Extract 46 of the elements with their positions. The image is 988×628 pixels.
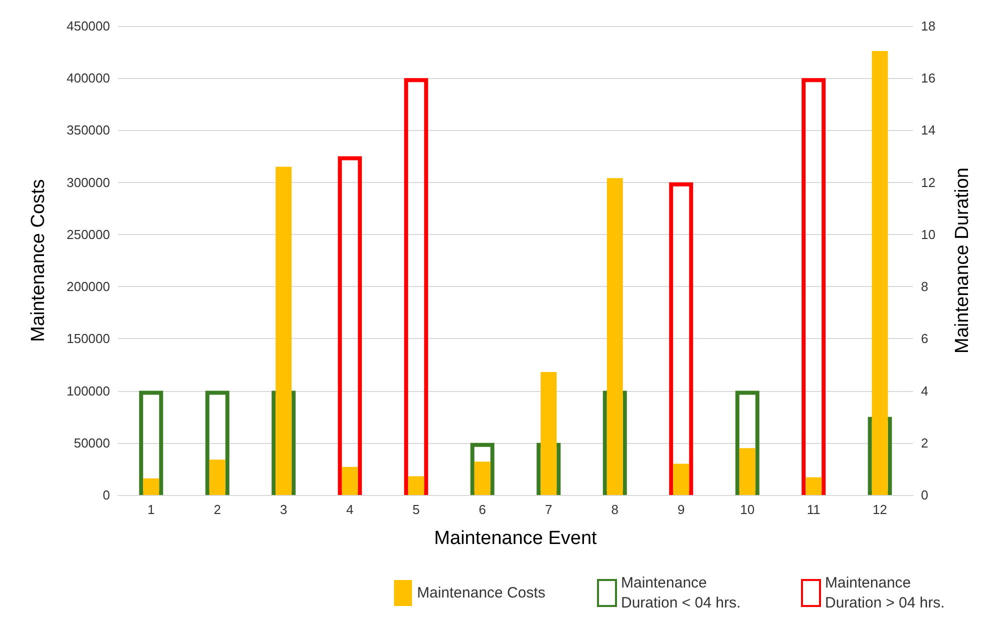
x-tick-label: 5	[412, 502, 420, 517]
y-tick-label: 0	[102, 488, 110, 502]
y-axis-title: Maintenance Costs	[28, 179, 49, 342]
x-tick-label: 6	[478, 502, 486, 517]
y-tick-label: 300000	[66, 174, 110, 190]
legend-label: Maintenance Duration < 04 hrs.	[621, 574, 741, 612]
legend-label: Maintenance Costs	[417, 584, 546, 602]
x-tick-label: 2	[214, 502, 221, 517]
x-tick-label: 4	[346, 502, 354, 517]
y-tick-label: 200000	[66, 279, 110, 294]
y-tick-label: 100000	[66, 383, 110, 398]
y-tick-label: 250000	[66, 226, 110, 242]
bar	[806, 477, 822, 495]
bar	[209, 460, 226, 495]
y2-tick-label: 4	[921, 383, 928, 398]
y-tick-label: 400000	[66, 70, 110, 86]
bar	[474, 462, 490, 495]
bar	[143, 478, 160, 495]
y2-tick-label: 12	[921, 174, 936, 190]
legend-label: Maintenance Duration > 04 hrs.	[825, 574, 945, 612]
bar	[342, 466, 358, 495]
x-tick-label: 8	[611, 502, 618, 517]
y-tick-label: 150000	[66, 331, 110, 346]
x-tick-label: 12	[872, 502, 888, 517]
bar	[408, 476, 424, 495]
x-tick-label: 9	[678, 502, 685, 517]
x-tick-label: 11	[806, 502, 820, 517]
y2-tick-label: 2	[921, 435, 928, 450]
x-tick-label: 10	[740, 502, 755, 517]
x-tick-label: 1	[148, 502, 155, 517]
bar	[739, 448, 756, 495]
y2-tick-label: 8	[921, 279, 928, 294]
x-axis-title: Maintenance Event	[434, 528, 598, 549]
y2-axis-title: Maintenance Duration	[952, 168, 973, 354]
y2-tick-label: 6	[921, 331, 928, 346]
y-tick-label: 50000	[74, 435, 110, 450]
y2-tick-label: 18	[921, 18, 936, 34]
y-tick-label: 350000	[66, 122, 110, 138]
y-tick-label: 450000	[66, 18, 110, 34]
x-tick-label: 3	[280, 502, 288, 517]
bar	[673, 464, 690, 495]
y2-tick-label: 14	[921, 122, 936, 138]
x-tick-label: 7	[545, 502, 552, 517]
y2-tick-label: 16	[921, 70, 936, 86]
y2-tick-label: 10	[921, 226, 936, 242]
y2-tick-label: 0	[921, 488, 928, 502]
